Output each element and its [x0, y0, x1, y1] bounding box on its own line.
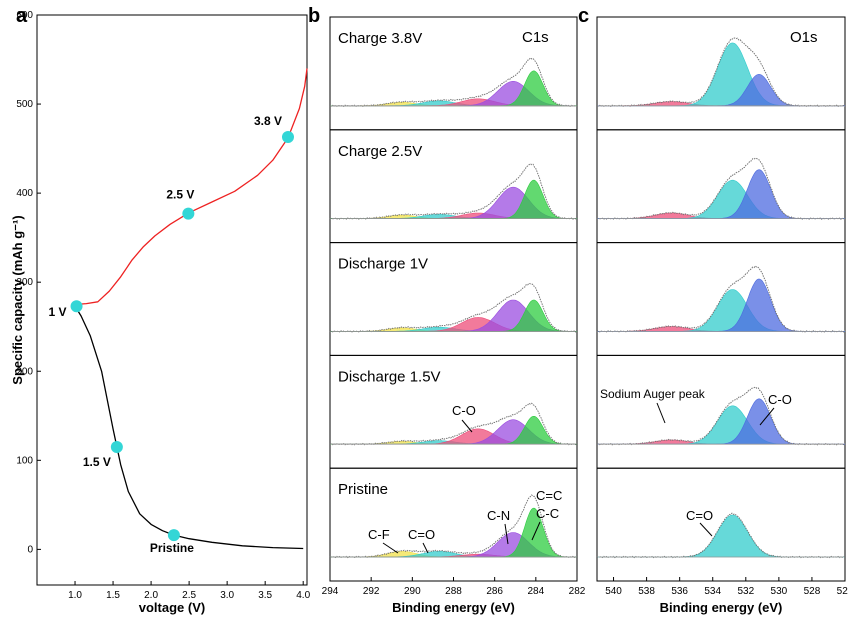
annotation-c-double-c: C=C	[536, 488, 562, 503]
c1s-annotations: C-O C-F C=O C-N C=C C-C	[368, 403, 562, 554]
x-tick-label: 538	[638, 586, 655, 597]
state-marker	[110, 440, 123, 453]
state-label: Discharge 1V	[338, 256, 428, 273]
panel-a-capacity-chart: 0 100 200 300 400 500 600 1.0 1.5 2.0 2.5 3.0 3.5 4.0…	[10, 10, 311, 615]
state-label: Discharge 1.5V	[338, 368, 441, 385]
state-label: Charge 3.8V	[338, 30, 422, 47]
x-tick-label: 1.5	[106, 590, 120, 601]
y-tick-label: 400	[16, 188, 33, 199]
y-tick-label: 200	[16, 366, 33, 377]
component-peak	[597, 514, 845, 558]
annotation-sodium-auger: Sodium Auger peak	[600, 387, 706, 401]
arrow-c-o	[461, 419, 473, 433]
panel-b-letter: b	[308, 5, 320, 27]
panel-c-letter: c	[578, 5, 589, 27]
discharge-curve	[74, 305, 304, 550]
state-marker	[182, 207, 195, 220]
x-tick-label: 282	[569, 586, 586, 597]
x-axis-title: voltage (V)	[139, 600, 205, 615]
charge-curve	[74, 68, 308, 306]
x-tick-label: 3.5	[258, 590, 272, 601]
plot-frame	[36, 14, 308, 586]
state-label: Charge 2.5V	[338, 143, 422, 160]
annotation-c-c: C-C	[536, 506, 559, 521]
component-peak	[597, 179, 845, 219]
stack-frame	[596, 354, 846, 469]
x-axis-title: Binding energy (eV)	[392, 600, 515, 615]
state-marker-label: Pristine	[150, 541, 194, 555]
x-tick-label: 290	[404, 586, 421, 597]
x-tick-label: 2.5	[182, 590, 196, 601]
envelope-curve	[329, 57, 578, 108]
x-tick-label: 526	[837, 586, 848, 597]
arrow-c-f	[382, 542, 399, 554]
y-tick-label: 300	[16, 277, 33, 288]
x-tick-label: 292	[363, 586, 380, 597]
annotation-c-f: C-F	[368, 527, 390, 542]
arrow-c-double-o	[422, 542, 429, 554]
y-tick-label: 0	[27, 544, 33, 555]
x-tick-label: 288	[445, 586, 462, 597]
envelope-curve	[329, 494, 578, 559]
x-tick-label: 530	[771, 586, 788, 597]
x-tick-label: 294	[322, 586, 339, 597]
x-tick-label: 536	[671, 586, 688, 597]
x-tick-label: 286	[486, 586, 503, 597]
state-label: Pristine	[338, 481, 388, 498]
x-tick-label: 1.0	[68, 590, 82, 601]
annotation-o1s-c-o: C-O	[768, 392, 792, 407]
stack-frame	[596, 467, 846, 582]
x-tick-label: 2.0	[144, 590, 158, 601]
y-tick-label: 100	[16, 455, 33, 466]
arrow-o1s-c-double-o	[699, 522, 713, 537]
arrow-c-n	[504, 523, 509, 545]
x-tick-label: 532	[737, 586, 754, 597]
x-tick-label: 4.0	[296, 590, 310, 601]
state-marker-label: 1.5 V	[83, 455, 111, 469]
panel-c-o1s-stack: 540 538 536 534 532 530 528 526 Binding energy (…	[596, 16, 848, 615]
state-marker-label: 2.5 V	[166, 188, 194, 202]
component-peak	[597, 405, 845, 445]
panel-b-c1s-stack: Charge 3.8V Charge 2.5V Discharge 1V Discha…	[322, 16, 586, 615]
o1s-label: O1s	[790, 29, 818, 46]
state-marker-label: 3.8 V	[254, 114, 282, 128]
arrow-o1s-c-o	[759, 407, 775, 426]
panel-a-letter: a	[16, 5, 28, 27]
c1s-label: C1s	[522, 29, 549, 46]
arrow-c-c	[531, 521, 541, 541]
annotation-o1s-c-double-o: C=O	[686, 508, 713, 523]
y-axis-title: Specific capacity (mAh g⁻¹)	[10, 215, 25, 384]
x-tick-label: 528	[804, 586, 821, 597]
arrow-auger	[656, 402, 666, 424]
annotation-c-o: C-O	[452, 403, 476, 418]
annotation-c-n: C-N	[487, 508, 510, 523]
component-peak	[597, 42, 845, 107]
state-marker-label: 1 V	[49, 305, 67, 319]
x-axis-title: Binding energy (eV)	[660, 600, 783, 615]
state-marker	[167, 529, 180, 542]
x-tick-label: 3.0	[220, 590, 234, 601]
x-tick-label: 534	[704, 586, 721, 597]
envelope-curve	[596, 157, 846, 220]
annotation-c-double-o: C=O	[408, 527, 435, 542]
x-tick-label: 540	[605, 586, 622, 597]
stack-frame	[596, 129, 846, 244]
component-peak	[597, 289, 845, 332]
component-peak	[330, 70, 577, 107]
o1s-annotations: Sodium Auger peak C-O C=O	[600, 387, 792, 537]
x-tick-label: 284	[527, 586, 544, 597]
y-tick-label: 600	[16, 10, 33, 21]
state-marker	[70, 300, 83, 313]
y-tick-label: 500	[16, 99, 33, 110]
state-marker	[281, 131, 294, 144]
